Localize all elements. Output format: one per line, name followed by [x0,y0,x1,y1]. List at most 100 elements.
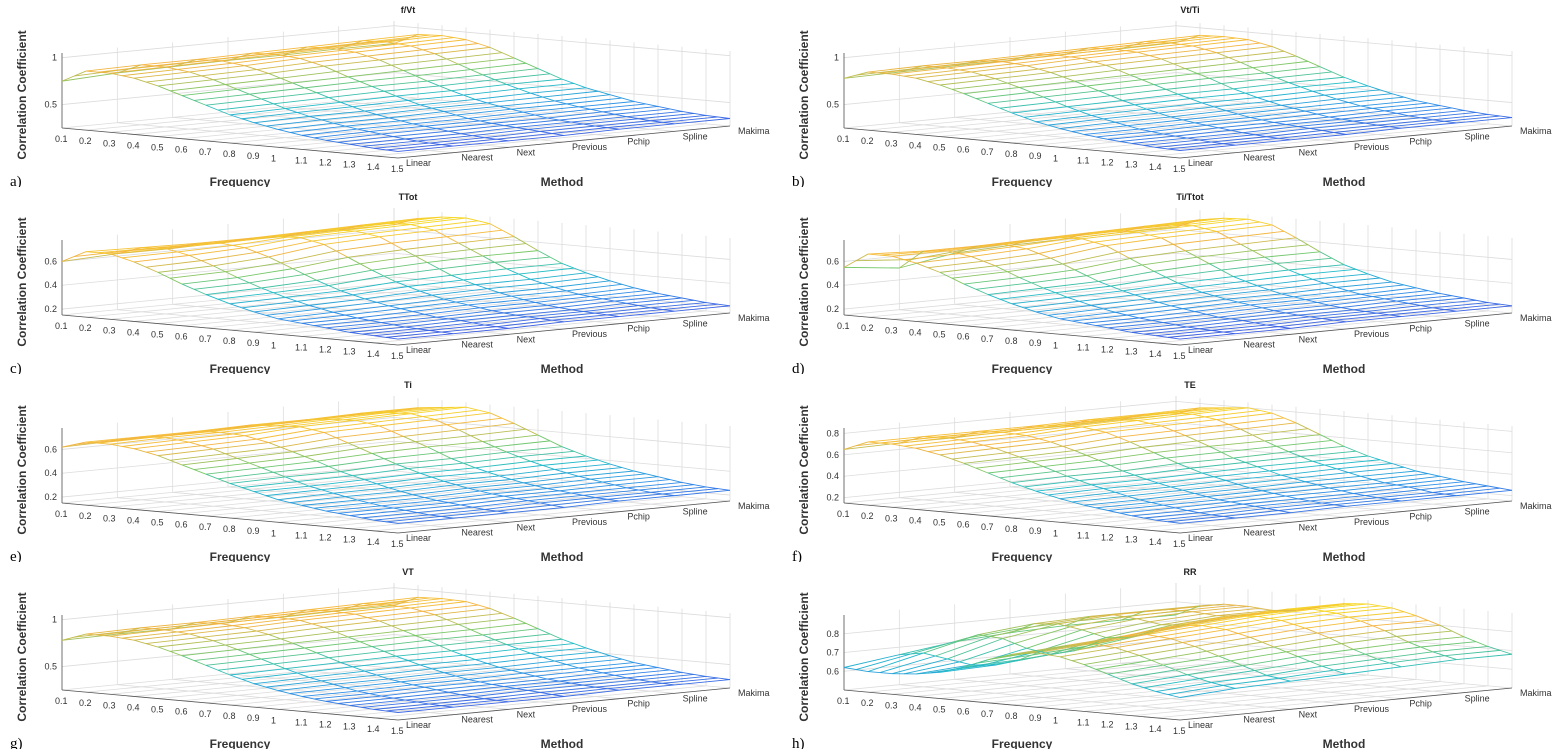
surface-mesh-line [109,635,135,641]
surface-mesh-line [518,450,575,458]
grid-line [117,497,454,529]
surface-mesh-line [301,499,358,506]
surface-mesh-line [915,664,972,675]
frequency-tick-label: 0.8 [223,524,236,534]
surface-mesh-line [85,441,111,445]
surface-plot: 0.1 0.2 0.3 0.4 0.5 0.6 0.7 0.8 0.9 1 1.1 1.2 1.3 1.4… [792,192,1552,374]
surface-mesh-line [403,429,459,437]
frequency-tick-label: 0.2 [79,136,92,146]
surface-mesh-line [571,492,596,499]
surface-mesh-line [244,627,269,635]
surface-mesh-line [412,494,437,501]
surface-mesh-line [280,71,337,79]
surface-mesh-line [1290,134,1347,141]
surface-mesh-line [609,280,635,289]
surface-mesh-line [225,446,281,455]
surface-mesh-line [1035,490,1061,500]
surface-mesh-line [301,504,327,512]
surface-mesh-line [527,311,584,318]
surface-mesh-line [451,90,476,100]
surface-mesh-line [1146,102,1203,110]
surface-mesh-line [1408,115,1433,121]
surface-mesh-line [301,128,358,136]
surface-mesh-line [674,118,731,125]
surface-mesh-line [451,268,507,276]
z-tick-label: 0.2 [826,493,839,503]
surface-mesh-line [923,430,979,438]
method-tick-label: Previous [1354,704,1390,714]
frequency-tick-label: 1.3 [1125,347,1138,357]
surface-mesh-line [1057,48,1114,56]
surface-mesh-line [193,93,250,101]
surface-mesh-line [1035,643,1092,654]
surface-mesh-line [1163,322,1188,328]
grid-line [338,662,675,694]
surface-mesh-line [391,424,447,432]
surface-mesh-line [1288,82,1313,92]
surface-mesh-line [220,60,245,67]
surface-mesh-line [561,78,587,89]
surface-mesh-line [299,51,356,59]
surface-mesh-line [153,59,209,67]
surface-mesh-line [261,279,317,289]
surface-mesh-line [439,261,495,270]
surface-mesh-line [915,447,941,456]
z-tick-label: 0.6 [44,444,57,454]
surface-mesh-line [939,84,965,95]
surface-mesh-line [559,484,615,492]
surface-mesh-line [1095,319,1152,327]
surface-mesh-line [1163,504,1188,511]
surface-mesh-line [1252,244,1309,252]
surface-mesh-line [349,699,406,706]
surface-mesh-line [1317,479,1373,486]
surface-mesh-line [398,406,455,414]
surface-mesh-line [475,652,531,661]
surface-mesh-line [355,613,380,622]
surface-mesh-line [1189,92,1246,99]
surface-mesh-line [364,110,389,119]
frequency-tick-label: 1.5 [1173,539,1186,549]
surface-mesh-line [583,679,639,686]
chart-panel-b: 0.1 0.2 0.3 0.4 0.5 0.6 0.7 0.8 0.9 1 1.1 1.2 1.3 1.4… [782,0,1557,187]
grid-line [61,464,731,498]
surface-mesh-line [1456,117,1513,124]
surface-mesh-line [1249,627,1306,638]
surface-mesh-line [157,448,214,457]
surface-mesh-line [1269,282,1325,291]
surface-mesh-line [1146,108,1171,118]
surface-mesh-line [947,250,972,258]
surface-mesh-line [1199,217,1225,221]
surface-mesh-line [1194,487,1251,494]
surface-mesh-line [479,114,536,122]
surface-mesh-line [283,46,308,56]
surface-mesh-line [1057,237,1083,240]
surface-mesh-line [1069,419,1126,427]
surface-mesh-line [1264,66,1321,74]
frequency-axis [843,127,1181,159]
surface-mesh-line [383,268,440,277]
surface-mesh-line [1240,243,1265,258]
surface-mesh-line [1115,486,1171,493]
surface-mesh-line [340,471,365,481]
surface-mesh-line [429,514,454,519]
surface-mesh-line [1218,492,1275,501]
surface-mesh-line [1204,42,1261,50]
surface-mesh-line [1297,309,1354,316]
surface-mesh-line [373,708,399,713]
surface-mesh-line [292,636,349,644]
surface-mesh-line [61,251,87,262]
frequency-tick-label: 1.4 [1149,349,1162,359]
surface-mesh-line [1059,311,1116,320]
surface-mesh-line [1187,510,1212,516]
method-tick-label: Nearest [461,153,493,163]
method-tick-label: Spline [1465,506,1490,516]
surface-mesh-line [1081,629,1107,638]
surface-mesh-line [133,448,159,457]
surface-mesh-line [355,419,380,427]
surface-plot: 0.1 0.2 0.3 0.4 0.5 0.6 0.7 0.8 0.9 1 1.1 1.2 1.3 1.4… [10,192,770,374]
surface-mesh-line [551,498,608,506]
surface-mesh-line [1192,225,1217,232]
surface-mesh-line [1242,132,1267,138]
surface-mesh-line [1175,129,1231,137]
surface-mesh-line [867,253,893,257]
